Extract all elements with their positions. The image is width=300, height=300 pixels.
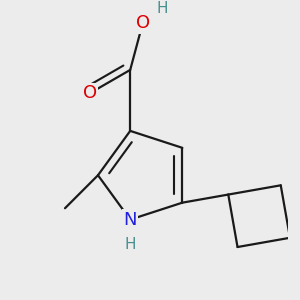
Text: H: H xyxy=(124,237,136,252)
Text: N: N xyxy=(124,211,137,229)
Text: H: H xyxy=(157,1,168,16)
Text: O: O xyxy=(83,84,97,102)
Text: O: O xyxy=(136,14,150,32)
